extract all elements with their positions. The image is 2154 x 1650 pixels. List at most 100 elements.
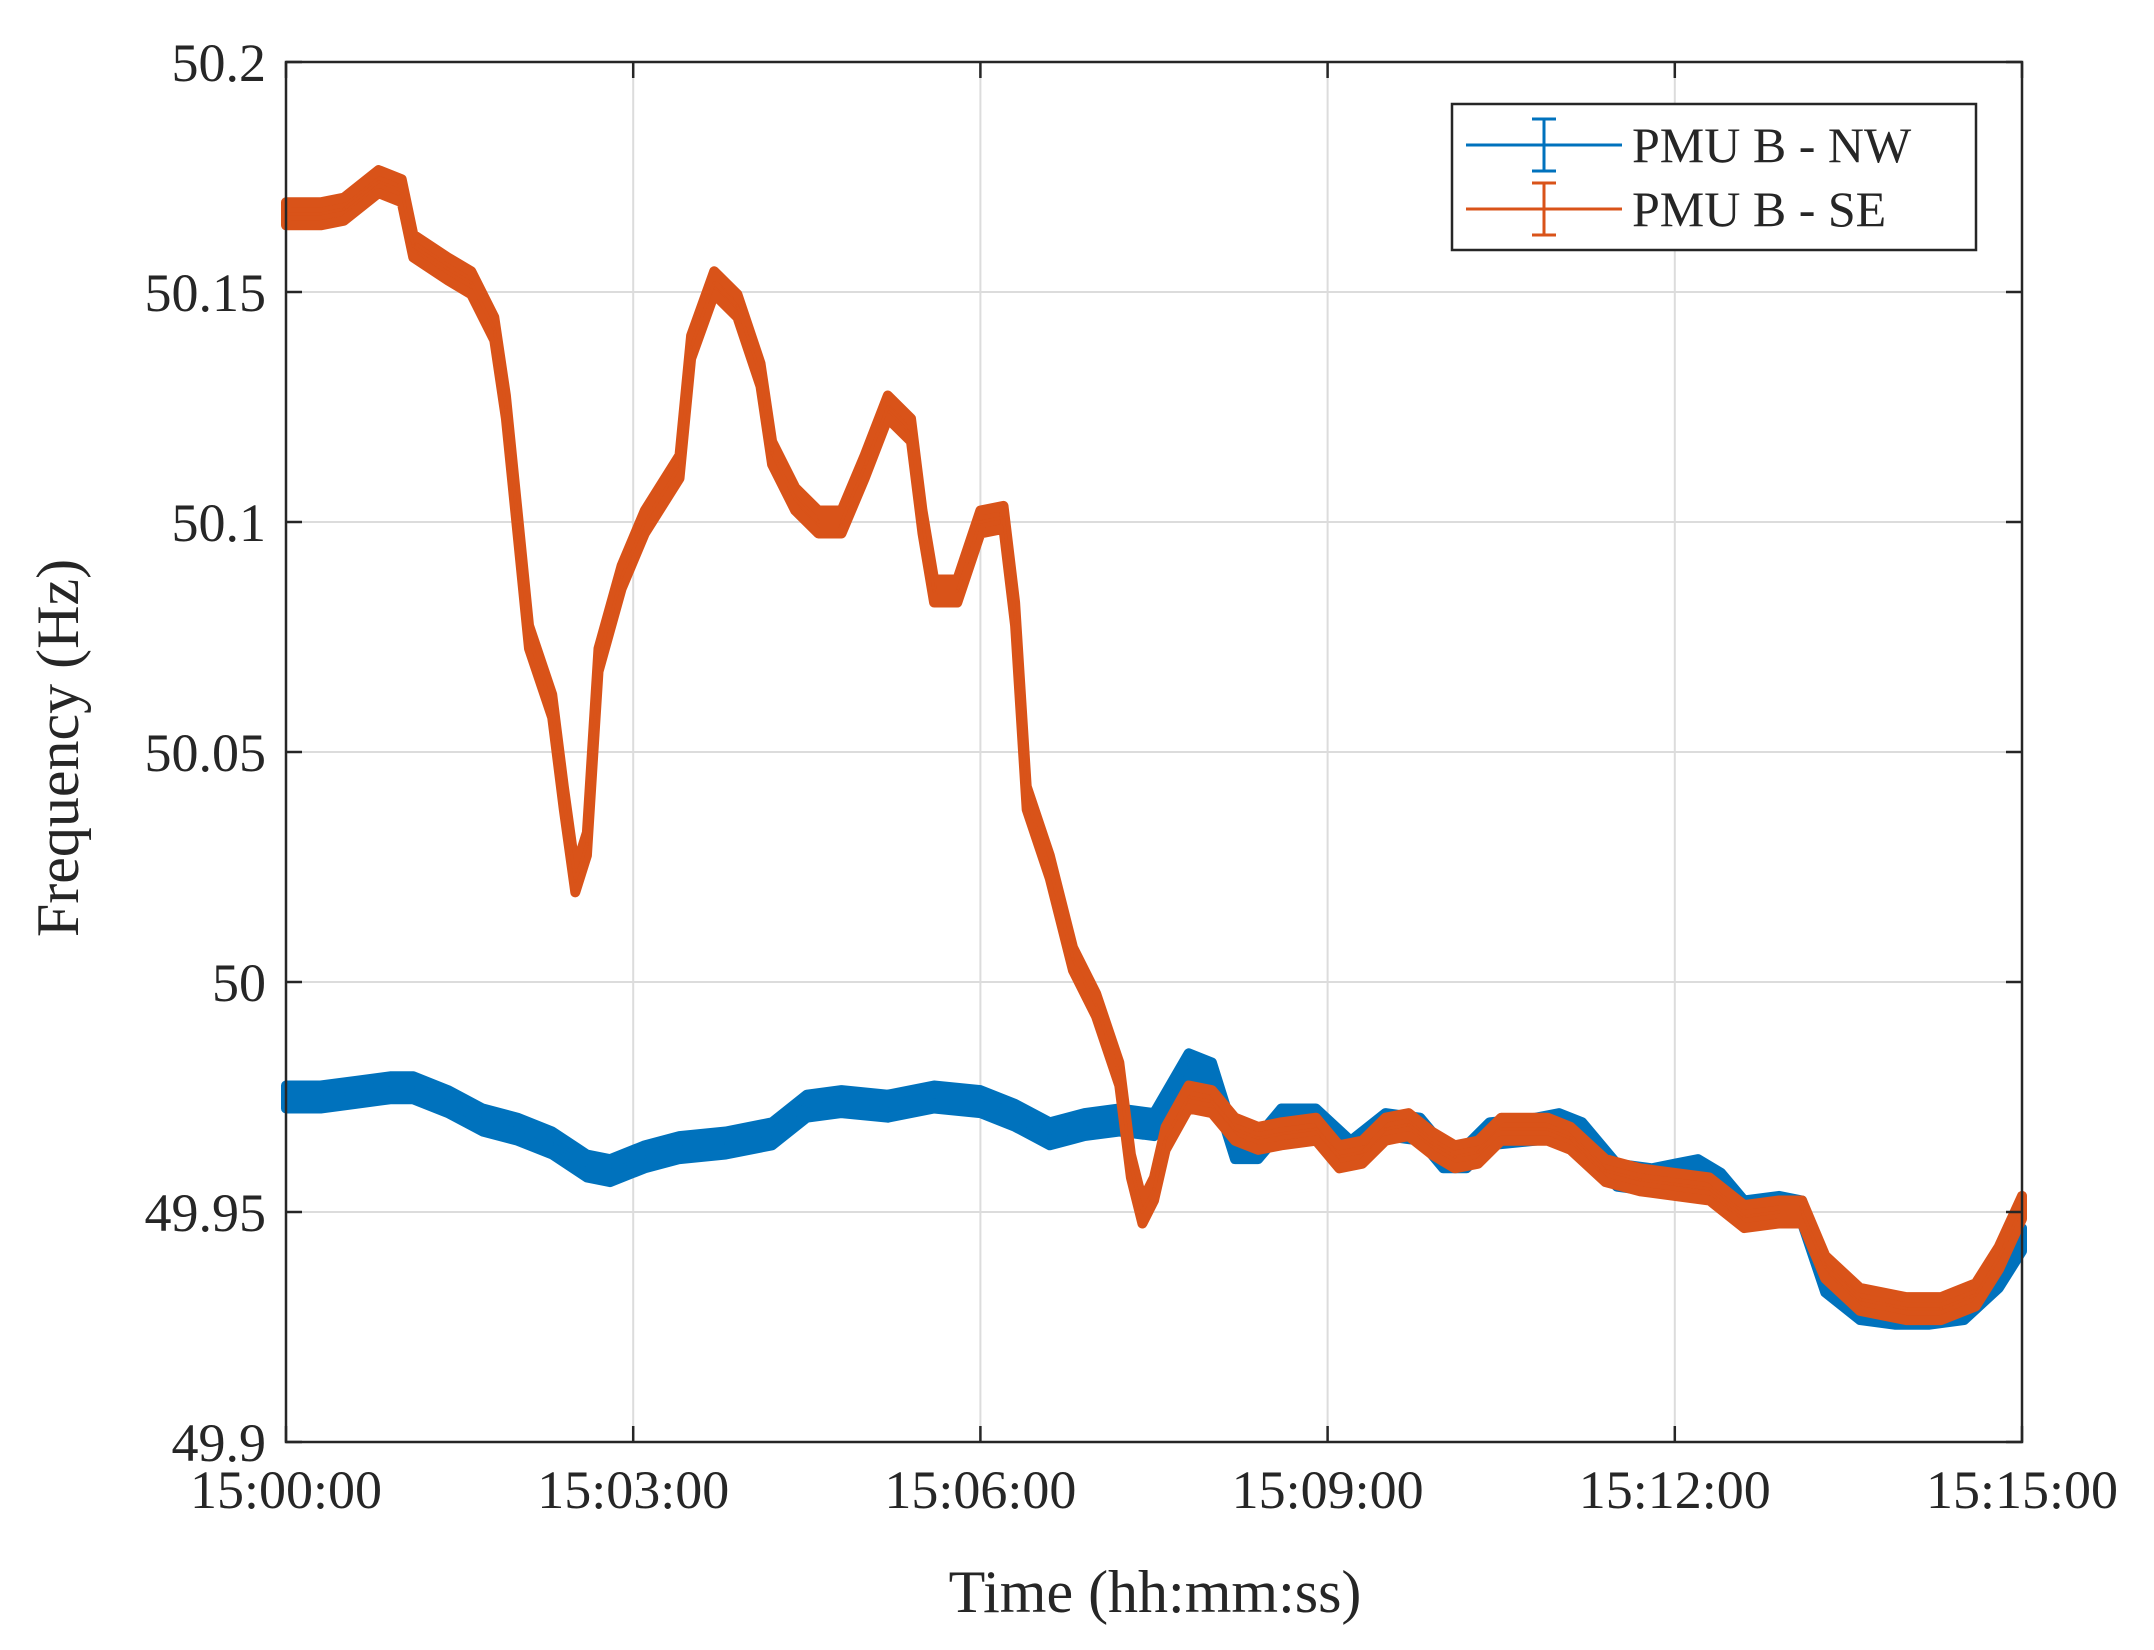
data-point	[377, 180, 381, 184]
data-point	[1233, 1146, 1237, 1150]
data-point	[319, 212, 323, 216]
data-point	[1279, 1132, 1283, 1136]
data-point	[504, 405, 508, 409]
data-point	[1407, 1123, 1411, 1127]
y-axis-title: Frequency (Hz)	[25, 559, 91, 937]
data-point	[1337, 1155, 1341, 1159]
y-tick-label: 50.2	[172, 33, 267, 93]
data-point	[1256, 1136, 1260, 1140]
data-point	[955, 589, 959, 593]
data-point	[1083, 1123, 1087, 1127]
series-line	[286, 180, 2024, 1311]
data-point	[1823, 1265, 1827, 1269]
data-point	[759, 373, 762, 377]
data-point	[1858, 1297, 1862, 1301]
data-point	[909, 428, 913, 432]
data-point	[863, 465, 867, 469]
data-point	[550, 704, 554, 708]
data-point	[492, 327, 496, 331]
data-point	[1233, 1127, 1237, 1131]
data-point	[620, 575, 624, 579]
legend-label-pmu-b-nw: PMU B - NW	[1632, 117, 1912, 173]
data-point	[1048, 865, 1052, 869]
y-tick-label: 50	[212, 953, 266, 1013]
x-tick-label: 15:00:00	[190, 1460, 382, 1520]
data-point	[388, 1086, 392, 1090]
data-point	[793, 497, 797, 501]
x-tick-label: 15:03:00	[537, 1460, 729, 1520]
x-tick-label: 15:09:00	[1232, 1460, 1424, 1520]
data-point	[1384, 1127, 1387, 1131]
data-point	[886, 405, 890, 409]
grid-layer	[285, 61, 2023, 1443]
data-point	[1569, 1136, 1573, 1140]
data-point	[1777, 1210, 1781, 1214]
data-point	[1453, 1155, 1457, 1159]
data-point	[678, 465, 681, 469]
data-point	[770, 1132, 774, 1136]
data-point	[770, 451, 774, 455]
data-point	[932, 1095, 936, 1099]
data-point	[689, 345, 693, 349]
data-point	[1187, 1095, 1191, 1099]
data-point	[1129, 1164, 1133, 1168]
y-tick-label: 49.95	[145, 1183, 267, 1243]
data-point	[932, 589, 936, 593]
data-point	[585, 1164, 589, 1168]
data-point	[643, 520, 647, 524]
data-point	[319, 1095, 323, 1099]
data-point	[678, 1146, 681, 1150]
data-point	[1314, 1127, 1318, 1131]
data-point	[1013, 1113, 1017, 1117]
data-point	[724, 1141, 728, 1145]
data-point	[608, 1169, 612, 1173]
data-point	[1673, 1182, 1677, 1186]
data-point	[1002, 515, 1005, 519]
legend-box	[1450, 102, 1978, 252]
data-point	[1152, 1123, 1156, 1127]
data-point	[1939, 1307, 1943, 1311]
data-point	[446, 1100, 450, 1104]
data-point	[840, 1100, 843, 1104]
y-tick-label: 50.05	[145, 723, 267, 783]
data-point	[597, 658, 600, 662]
data-point	[411, 1086, 415, 1090]
data-point	[1025, 796, 1029, 800]
x-axis-title: Time (hh:mm:ss)	[949, 1559, 1362, 1625]
data-point	[400, 189, 404, 193]
data-point	[886, 1104, 890, 1108]
tick-layer: 15:00:00 15:03:00 15:06:00 15:09:00 15:12:00…	[145, 33, 2119, 1520]
data-point	[978, 1100, 982, 1104]
x-tick-label: 15:06:00	[884, 1460, 1076, 1520]
data-point	[1638, 1178, 1642, 1182]
data-point	[1210, 1072, 1214, 1076]
data-point	[585, 842, 589, 846]
data-point	[840, 520, 843, 524]
data-point	[1071, 957, 1075, 961]
y-tick-label: 50.15	[145, 263, 267, 323]
data-point	[1187, 1063, 1191, 1067]
data-point	[573, 879, 577, 883]
data-point	[805, 1104, 809, 1108]
legend-label-pmu-b-se: PMU B - SE	[1632, 181, 1886, 237]
data-point	[1708, 1187, 1711, 1191]
data-point	[1742, 1215, 1746, 1219]
data-point	[1800, 1210, 1804, 1214]
data-point	[1904, 1307, 1908, 1311]
data-point	[1476, 1150, 1480, 1154]
data-point	[1974, 1293, 1978, 1297]
data-point	[816, 520, 820, 524]
data-point	[481, 1118, 485, 1122]
data-point	[1164, 1136, 1168, 1140]
y-tick-label: 50.1	[172, 493, 267, 553]
data-point	[978, 520, 982, 524]
data-point	[446, 267, 450, 271]
data-point	[562, 796, 566, 800]
data-point	[550, 1141, 554, 1145]
data-point	[1013, 612, 1017, 616]
data-point	[712, 281, 716, 285]
data-point	[516, 520, 519, 524]
x-tick-label: 15:15:00	[1926, 1460, 2118, 1520]
data-point	[1094, 1003, 1098, 1007]
